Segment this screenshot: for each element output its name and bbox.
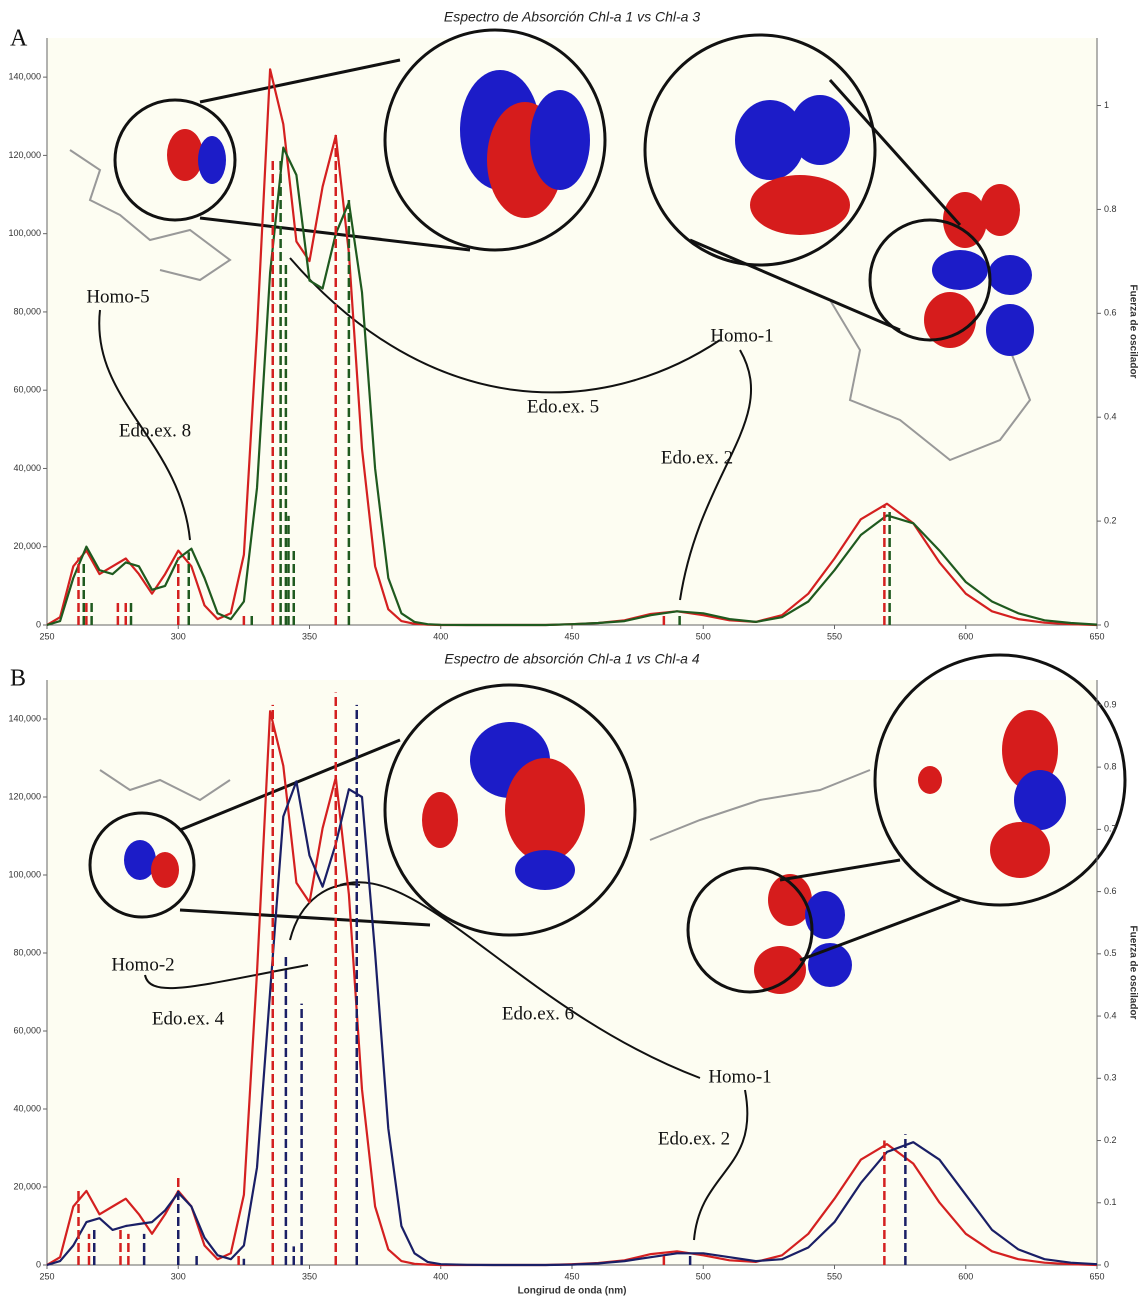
- x-tick-label: 650: [1089, 1271, 1104, 1281]
- figure: A B Espectro de Absorción Chl-a 1 vs Chl…: [0, 0, 1140, 1300]
- y2-tick-label: 0.4: [1104, 412, 1117, 422]
- x-tick-label: 600: [958, 631, 973, 641]
- x-tick-label: 650: [1089, 631, 1104, 641]
- x-tick-label: 450: [564, 631, 579, 641]
- y-tick-label: 80,000: [13, 306, 41, 316]
- x-tick-label: 600: [958, 1271, 973, 1281]
- annotation: Homo-5: [86, 286, 149, 307]
- y2-tick-label: 0.9: [1104, 699, 1117, 709]
- y2-tick-label: 0.1: [1104, 1197, 1117, 1207]
- x-tick-label: 550: [827, 631, 842, 641]
- y-tick-label: 20,000: [13, 1181, 41, 1191]
- x-tick-label: 400: [433, 1271, 448, 1281]
- x-tick-label: 350: [302, 631, 317, 641]
- y2-tick-label: 0.3: [1104, 1073, 1117, 1083]
- x-tick-label: 250: [39, 631, 54, 641]
- y2-tick-label: 0.7: [1104, 824, 1117, 834]
- x-tick-label: 300: [171, 631, 186, 641]
- annotation: Homo-1: [710, 325, 773, 346]
- y2-tick-label: 1: [1104, 100, 1109, 110]
- x-tick-label: 450: [564, 1271, 579, 1281]
- y2-tick-label: 0.5: [1104, 948, 1117, 958]
- annotation: Edo.ex. 2: [658, 1128, 730, 1149]
- panel-label: B: [10, 666, 26, 692]
- x-tick-label: 400: [433, 631, 448, 641]
- y2-tick-label: 0.2: [1104, 1135, 1117, 1145]
- x-tick-label: 500: [696, 1271, 711, 1281]
- y-tick-label: 100,000: [8, 228, 41, 238]
- y2-axis-label: Fuerza de oscilador: [1127, 926, 1138, 1020]
- annotation: Edo.ex. 2: [661, 447, 733, 468]
- panel-label: A: [10, 26, 28, 52]
- y-tick-label: 20,000: [13, 541, 41, 551]
- y2-tick-label: 0: [1104, 619, 1109, 629]
- annotation: Edo.ex. 4: [152, 1008, 225, 1029]
- chart-title: Espectro de absorción Chl-a 1 vs Chl-a 4: [444, 651, 699, 667]
- y-tick-label: 40,000: [13, 1103, 41, 1113]
- x-tick-label: 550: [827, 1271, 842, 1281]
- y-tick-label: 60,000: [13, 1025, 41, 1035]
- y2-tick-label: 0.2: [1104, 515, 1117, 525]
- y-tick-label: 120,000: [8, 150, 41, 160]
- y-tick-label: 80,000: [13, 947, 41, 957]
- annotation: Edo.ex. 6: [502, 1003, 574, 1024]
- y-tick-label: 100,000: [8, 869, 41, 879]
- y-tick-label: 60,000: [13, 385, 41, 395]
- x-tick-label: 350: [302, 1271, 317, 1281]
- y2-tick-label: 0.6: [1104, 308, 1117, 318]
- y2-tick-label: 0: [1104, 1259, 1109, 1269]
- x-tick-label: 300: [171, 1271, 186, 1281]
- y2-axis-label: Fuerza de oscilador: [1127, 285, 1138, 379]
- x-tick-label: 500: [696, 631, 711, 641]
- chart-title: Espectro de Absorción Chl-a 1 vs Chl-a 3: [444, 9, 700, 25]
- y-tick-label: 40,000: [13, 463, 41, 473]
- annotation: Homo-1: [708, 1066, 771, 1087]
- y-tick-label: 140,000: [8, 713, 41, 723]
- annotation: Edo.ex. 5: [527, 396, 599, 417]
- y-tick-label: 120,000: [8, 791, 41, 801]
- annotation: Homo-2: [111, 954, 174, 975]
- y2-tick-label: 0.4: [1104, 1010, 1117, 1020]
- y2-tick-label: 0.6: [1104, 886, 1117, 896]
- x-tick-label: 250: [39, 1271, 54, 1281]
- plot-area: [47, 680, 1097, 1265]
- annotation: Edo.ex. 8: [119, 420, 191, 441]
- y-tick-label: 140,000: [8, 72, 41, 82]
- y2-tick-label: 0.8: [1104, 204, 1117, 214]
- y2-tick-label: 0.8: [1104, 762, 1117, 772]
- y-tick-label: 0: [36, 619, 41, 629]
- x-axis-label: Longirud de onda (nm): [518, 1286, 627, 1297]
- y-tick-label: 0: [36, 1259, 41, 1269]
